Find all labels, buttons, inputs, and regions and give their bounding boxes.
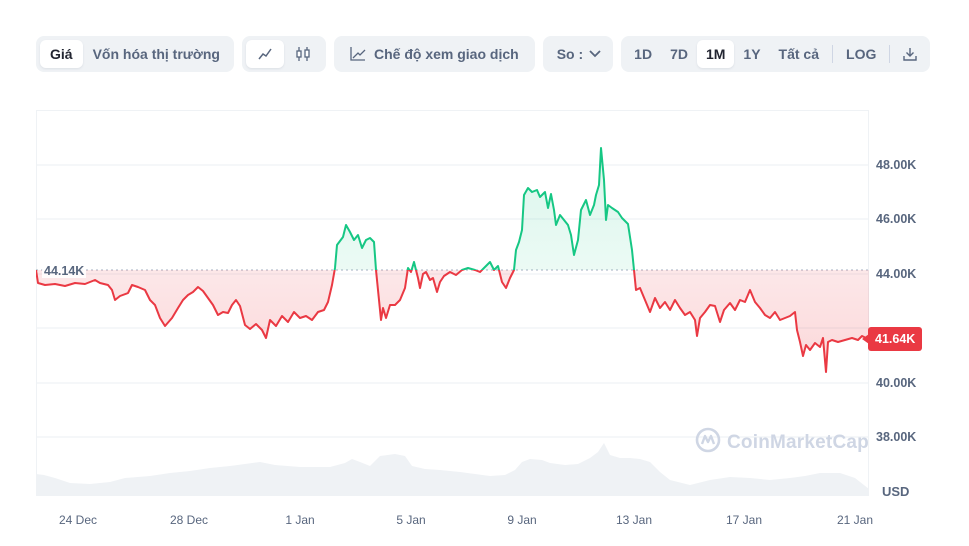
x-tick: 17 Jan xyxy=(725,513,763,527)
x-tick: 21 Jan xyxy=(836,513,874,527)
y-tick: 40.00K xyxy=(876,376,917,390)
trading-view-icon xyxy=(350,47,366,61)
divider xyxy=(832,45,834,63)
metric-tab-group: Giá Vốn hóa thị trường xyxy=(36,36,234,72)
chart-type-group xyxy=(242,36,326,72)
price-line-down xyxy=(36,270,869,373)
compare-label: So : xyxy=(556,46,584,62)
log-scale-button[interactable]: LOG xyxy=(846,46,877,62)
y-tick: 38.00K xyxy=(876,430,917,444)
time-range-group: 1D 7D 1M 1Y Tất cả LOG xyxy=(621,36,931,72)
x-tick: 28 Dec xyxy=(169,513,209,527)
download-icon xyxy=(903,47,918,61)
y-tick: 46.00K xyxy=(876,212,917,226)
baseline-price-label: 44.14K xyxy=(42,264,87,278)
x-tick: 1 Jan xyxy=(285,513,315,527)
line-chart-icon xyxy=(258,48,272,60)
x-tick: 5 Jan xyxy=(396,513,426,527)
x-tick: 24 Dec xyxy=(58,513,98,527)
price-line-up xyxy=(36,147,869,270)
currency-label: USD xyxy=(882,484,910,499)
candlestick-button[interactable] xyxy=(284,40,322,68)
up-fill xyxy=(36,148,869,270)
tab-market-cap[interactable]: Vốn hóa thị trường xyxy=(92,46,220,62)
coinmarketcap-watermark: CoinMarketCap xyxy=(695,427,869,459)
divider xyxy=(889,45,891,63)
chevron-down-icon xyxy=(589,50,601,58)
trading-view-label: Chế độ xem giao dịch xyxy=(374,46,519,62)
candlestick-icon xyxy=(295,47,311,61)
range-1m[interactable]: 1M xyxy=(696,40,735,68)
down-fill xyxy=(36,270,869,372)
range-all[interactable]: Tất cả xyxy=(778,46,820,62)
download-button[interactable] xyxy=(894,40,926,68)
chart-toolbar: Giá Vốn hóa thị trường Chế độ xem giao d… xyxy=(36,36,931,72)
trading-view-button[interactable]: Chế độ xem giao dịch xyxy=(338,40,531,68)
range-1d[interactable]: 1D xyxy=(634,46,653,62)
tab-price[interactable]: Giá xyxy=(40,40,83,68)
compare-dropdown[interactable]: So : xyxy=(547,40,609,68)
current-price-tag: 41.64K xyxy=(868,327,923,351)
range-7d[interactable]: 7D xyxy=(670,46,688,62)
range-1y[interactable]: 1Y xyxy=(743,46,761,62)
line-chart-button[interactable] xyxy=(246,40,284,68)
volume-area xyxy=(36,443,869,496)
y-tick: 48.00K xyxy=(876,158,917,172)
compare-group: So : xyxy=(542,36,614,72)
x-tick: 9 Jan xyxy=(507,513,537,527)
y-tick: 44.00K xyxy=(876,267,917,281)
watermark-text: CoinMarketCap xyxy=(727,432,869,453)
x-tick: 13 Jan xyxy=(615,513,653,527)
trading-view-group: Chế độ xem giao dịch xyxy=(334,36,535,72)
coinmarketcap-logo-icon xyxy=(695,427,721,459)
